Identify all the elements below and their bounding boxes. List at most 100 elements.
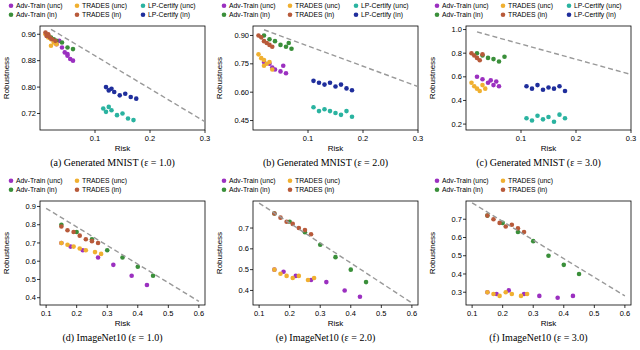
point [115, 113, 120, 118]
point [350, 88, 355, 93]
point [289, 46, 294, 51]
x-tick [624, 305, 625, 308]
x-tick [411, 305, 412, 308]
point [71, 230, 76, 235]
panel: 0.10.20.30.450.600.750.90RiskRobustness(… [215, 2, 423, 169]
point [557, 84, 562, 89]
point [491, 292, 496, 297]
y-tick-label: 0.7 [26, 239, 36, 248]
y-tick [463, 219, 466, 220]
y-tick-label: 0.4 [239, 286, 249, 295]
data-group [469, 32, 631, 124]
x-tick-label: 0.2 [284, 309, 294, 318]
caption: (a) Generated MNIST (ε = 1.0) [50, 157, 175, 169]
point [488, 78, 493, 83]
legend: Adv-Train (unc)Adv-Train (in)TRADES (unc… [9, 2, 196, 19]
y-tick [250, 92, 253, 93]
point [129, 274, 134, 279]
point [537, 294, 542, 299]
x-tick-label: 0.3 [528, 309, 538, 318]
x-tick-label: 0.1 [516, 134, 526, 143]
point [530, 86, 535, 91]
caption: (b) Generated MNIST (ε = 2.0) [263, 157, 388, 169]
legend-label: LP-Certify (unc) [574, 2, 622, 10]
y-tick-label: 0.6 [452, 233, 462, 242]
y-tick-label: 0.96 [21, 30, 36, 39]
y-tick [250, 248, 253, 249]
x-tick [594, 305, 595, 308]
legend-marker [222, 12, 227, 17]
legend-marker [75, 12, 80, 17]
legend-marker [567, 3, 572, 8]
point [561, 263, 566, 268]
reference-line [46, 208, 199, 301]
legend-label: Adv-Train (in) [16, 186, 57, 194]
point [262, 58, 267, 63]
data-group [43, 29, 205, 122]
plot-frame [466, 26, 631, 130]
legend-marker [75, 178, 80, 183]
y-tick [37, 34, 40, 35]
legend-marker [354, 12, 359, 17]
point [109, 86, 114, 91]
legend-label: Adv-Train (in) [16, 11, 57, 19]
figure: 0.10.20.30.720.800.880.96RiskRobustness(… [0, 0, 640, 350]
legend-label: TRADES (in) [82, 186, 121, 194]
y-tick-label: 0.6 [239, 244, 249, 253]
legend-marker [141, 3, 146, 8]
legend-marker [288, 3, 293, 8]
point [128, 95, 133, 100]
point [322, 107, 327, 112]
x-tick-label: 0.3 [102, 309, 112, 318]
y-tick [250, 290, 253, 291]
legend-marker [9, 12, 14, 17]
point [77, 233, 82, 238]
x-tick [363, 130, 364, 133]
point [65, 242, 70, 247]
y-tick-label: 0.7 [239, 224, 249, 233]
y-tick-label: 0.5 [239, 265, 249, 274]
point [126, 116, 131, 121]
x-tick [533, 305, 534, 308]
x-tick-label: 0.1 [41, 309, 51, 318]
point [105, 248, 110, 253]
point [342, 288, 347, 293]
point [77, 246, 82, 251]
legend-label: TRADES (unc) [508, 177, 553, 185]
point [90, 239, 95, 244]
x-tick-label: 0.3 [315, 309, 325, 318]
x-tick [350, 305, 351, 308]
y-tick-label: 0.45 [234, 116, 249, 125]
legend-marker [501, 12, 506, 17]
y-tick-label: 0.8 [452, 49, 462, 58]
point [49, 44, 54, 49]
point [502, 54, 507, 59]
point [60, 45, 65, 50]
point [535, 83, 540, 88]
point [317, 80, 322, 85]
legend-marker [354, 3, 359, 8]
legend: Adv-Train (unc)Adv-Train (in)TRADES (unc… [435, 177, 553, 194]
point [93, 250, 98, 255]
point [297, 274, 302, 279]
point [485, 213, 490, 218]
point [134, 96, 139, 101]
y-tick [463, 292, 466, 293]
y-axis-label: Robustness [2, 57, 11, 99]
legend-marker [75, 187, 80, 192]
point [503, 290, 508, 295]
legend-marker [435, 3, 440, 8]
point [272, 267, 277, 272]
point [333, 84, 338, 89]
point [267, 60, 272, 65]
point [151, 274, 156, 279]
point [284, 71, 289, 76]
y-tick [463, 29, 466, 30]
x-tick-label: 0.1 [467, 309, 477, 318]
x-tick-label: 0.2 [145, 134, 155, 143]
x-tick [168, 305, 169, 308]
point [71, 47, 76, 52]
legend-label: LP-Certify (in) [361, 11, 403, 19]
legend-label: Adv-Train (in) [229, 186, 270, 194]
x-tick-label: 0.5 [163, 309, 173, 318]
